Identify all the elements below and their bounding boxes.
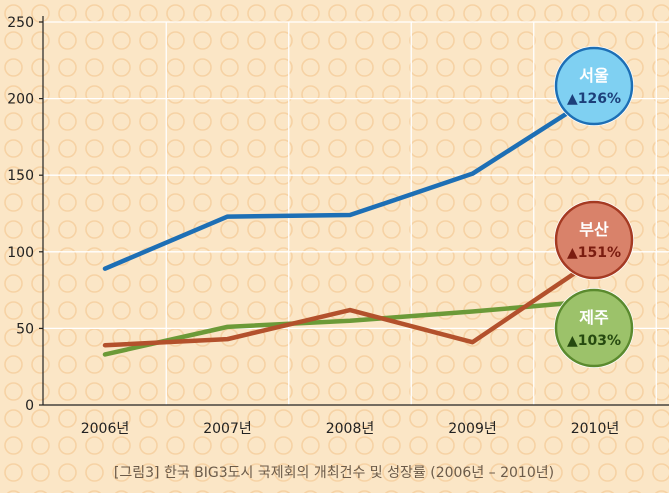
bubble-growth-rate: ▲126% [567, 91, 621, 107]
y-tick-label: 150 [7, 168, 34, 184]
x-tick-label: 2010년 [571, 421, 620, 437]
y-tick-label: 0 [25, 398, 34, 414]
x-tick-label: 2007년 [203, 421, 252, 437]
y-tick-label: 200 [7, 92, 34, 108]
bubble-series-name: 서울 [579, 66, 609, 85]
bubble-circle [554, 46, 634, 126]
y-tick-label: 50 [16, 321, 34, 337]
bubble-growth-rate: ▲151% [567, 245, 621, 261]
bubble-jeju: 제주 ▲103% [554, 288, 634, 368]
axes: 0 50 100 150 200 250 2006년 2007년 2008년 2009년 2010년 [7, 15, 669, 437]
series-lines [102, 93, 598, 357]
bubble-seoul: 서울 ▲126% [554, 46, 634, 126]
chart-caption: [그림3] 한국 BIG3도시 국제회의 개최건수 및 성장률 (2006년 –… [114, 465, 554, 481]
series-line-busan [102, 257, 598, 348]
x-tick-label: 2009년 [448, 421, 497, 437]
x-tick-label: 2008년 [326, 421, 375, 437]
bubble-circle [554, 200, 634, 280]
series-line-jeju [102, 298, 598, 357]
series-bubbles: 서울 ▲126% 부산 ▲151% 제주 ▲103% [554, 46, 634, 368]
x-tick-label: 2006년 [81, 421, 130, 437]
bubble-circle [554, 288, 634, 368]
bubble-series-name: 부산 [579, 220, 609, 239]
bubble-series-name: 제주 [579, 308, 609, 327]
series-line-seoul [102, 93, 598, 271]
y-tick-label: 100 [7, 245, 34, 261]
bubble-growth-rate: ▲103% [567, 333, 621, 349]
bubble-busan: 부산 ▲151% [554, 200, 634, 280]
y-tick-label: 250 [7, 15, 34, 31]
